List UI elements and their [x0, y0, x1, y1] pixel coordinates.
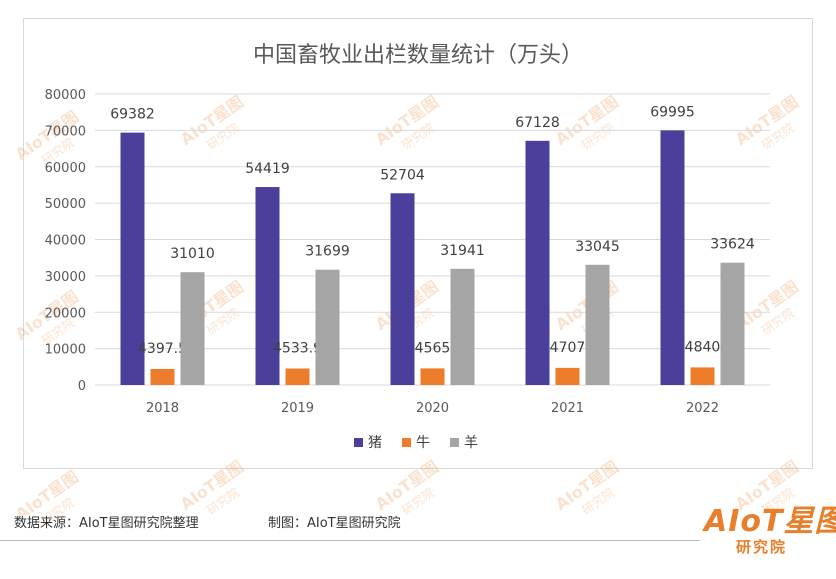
bar-羊 [450, 268, 475, 385]
bar-牛 [690, 367, 715, 385]
watermark: AIoT星图研究院 [552, 457, 622, 518]
legend-label: 牛 [416, 435, 430, 451]
data-label: 31699 [305, 244, 350, 260]
data-label: 4840 [685, 339, 721, 355]
bar-羊 [585, 264, 610, 385]
data-label: 31941 [440, 243, 485, 259]
legend-swatch [354, 438, 363, 447]
x-tick-label: 2018 [146, 401, 179, 416]
watermark: AIoT星图研究院 [177, 92, 247, 153]
footer-divider [0, 540, 700, 541]
data-label: 4533.9 [273, 341, 322, 357]
legend-swatch [402, 438, 411, 447]
y-tick-label: 30000 [45, 270, 86, 285]
brand-logo: AIoT星图 研究院 [700, 496, 836, 566]
bar-猪 [255, 187, 280, 385]
data-label: 67128 [515, 115, 560, 131]
data-label: 4707 [550, 340, 586, 356]
bar-猪 [660, 130, 685, 385]
bar-牛 [420, 368, 445, 385]
bar-羊 [180, 272, 205, 385]
y-tick-label: 10000 [45, 343, 86, 358]
bar-羊 [315, 269, 340, 385]
data-label: 69382 [110, 107, 155, 123]
x-tick-label: 2022 [686, 401, 719, 416]
x-tick-label: 2019 [281, 401, 314, 416]
chart-title: 中国畜牧业出栏数量统计（万头） [253, 43, 583, 68]
logo-sub-text: 研究院 [736, 538, 788, 556]
watermark: AIoT星图研究院 [552, 92, 622, 153]
y-tick-label: 0 [78, 379, 86, 394]
y-tick-label: 70000 [45, 124, 86, 139]
x-tick-label: 2021 [551, 401, 584, 416]
data-label: 31010 [170, 246, 215, 262]
x-tick-label: 2020 [416, 401, 449, 416]
data-label: 69995 [650, 104, 695, 120]
bar-牛 [285, 368, 310, 385]
legend-label: 猪 [368, 435, 382, 451]
bar-猪 [120, 132, 145, 385]
y-tick-label: 20000 [45, 306, 86, 321]
legend-label: 羊 [464, 435, 478, 451]
y-tick-label: 50000 [45, 197, 86, 212]
y-tick-label: 80000 [45, 88, 86, 103]
data-label: 54419 [245, 161, 290, 177]
bar-猪 [525, 140, 550, 385]
data-label: 4565 [415, 340, 451, 356]
data-label: 4397.5 [138, 341, 187, 357]
bar-牛 [150, 369, 175, 385]
data-label: 33045 [575, 239, 620, 255]
legend-swatch [450, 438, 459, 447]
y-tick-label: 40000 [45, 234, 86, 249]
y-tick-label: 60000 [45, 161, 86, 176]
data-source-note: 数据来源：AIoT星图研究院整理 [14, 516, 199, 531]
data-label: 33624 [710, 237, 755, 253]
bar-羊 [720, 262, 745, 385]
data-label: 52704 [380, 167, 425, 183]
watermark: AIoT星图研究院 [732, 92, 802, 153]
logo-main-text: AIoT星图 [704, 504, 836, 539]
bar-猪 [390, 193, 415, 385]
bar-牛 [555, 367, 580, 385]
chart-maker-note: 制图：AIoT星图研究院 [268, 516, 401, 531]
watermark: AIoT星图研究院 [372, 92, 442, 153]
